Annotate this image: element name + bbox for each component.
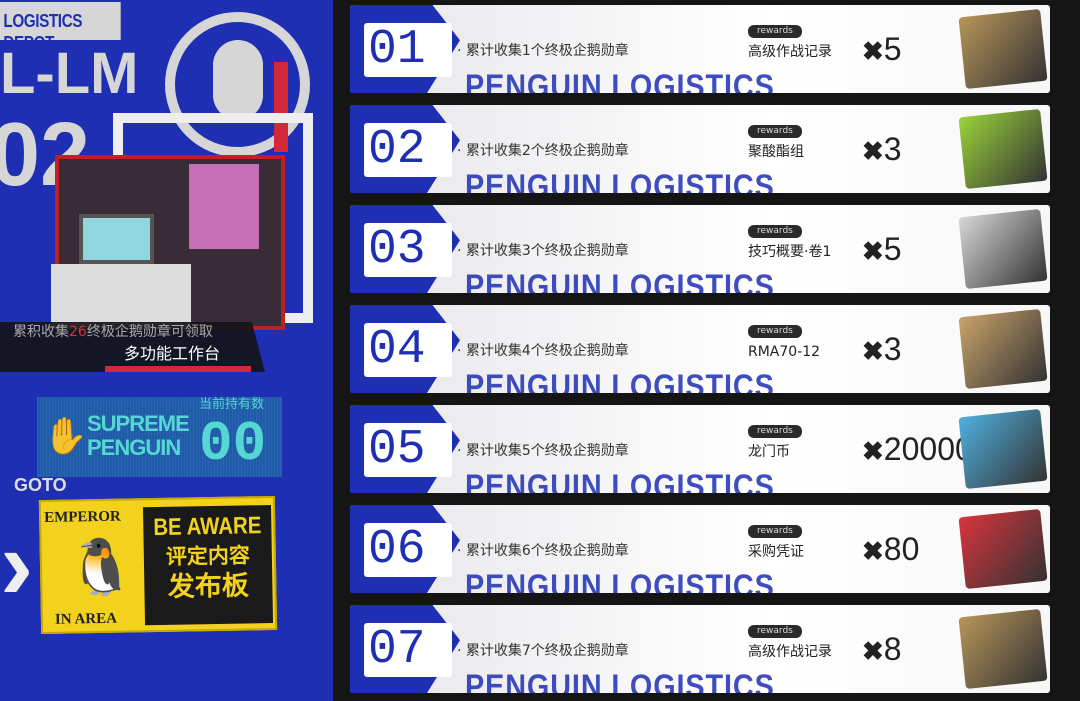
left-panel: LOGISTICS DEPOT L-LM 02 累积收集26终极企鹅勋章可领取 … [0,0,333,701]
sign-be-aware: BE AWARE [153,512,262,542]
rewards-tag: rewards [748,125,802,138]
sign-line2: 发布板 [167,570,250,603]
caption-bg [0,322,265,372]
depot-title: LOGISTICS DEPOT [0,2,121,53]
sign-in-area: IN AREA [54,610,118,628]
tier-condition: · 累计收集1个终极企鹅勋章 [457,43,629,59]
penguin-foot-icon: ✋ [43,416,88,457]
rewards-tag: rewards [748,425,802,438]
multiply-icon: ✖ [862,636,884,666]
reward-item-icon[interactable] [958,508,1048,590]
reward-item-icon[interactable] [958,8,1048,90]
goto-label: GOTO [14,475,67,495]
reward-tier-row[interactable]: 05 PENGUIN LOGISTICS · 累计收集5个终极企鹅勋章 rewa… [350,405,1050,493]
multiply-icon: ✖ [862,336,884,366]
reward-item-icon[interactable] [958,208,1048,290]
workbench-image[interactable] [51,155,285,330]
tier-number: 01 [364,23,452,77]
reward-item-icon[interactable] [958,608,1048,690]
reward-item-icon[interactable] [958,108,1048,190]
logo-text: L-LM [0,41,139,106]
multiply-icon: ✖ [862,436,884,466]
tier-condition: · 累计收集3个终极企鹅勋章 [457,243,629,259]
reward-item-name: RMA70-12 [748,344,821,360]
watermark: PENGUIN LOGISTICS [465,468,775,493]
multiply-icon: ✖ [862,536,884,566]
reward-quantity: ✖3 [862,131,902,167]
tier-number: 02 [364,123,452,177]
reward-tier-row[interactable]: 04 PENGUIN LOGISTICS · 累计收集4个终极企鹅勋章 rewa… [350,305,1050,393]
tier-number: 07 [364,623,452,677]
watermark: PENGUIN LOGISTICS [465,568,775,593]
reward-item-name: 采购凭证 [748,544,804,560]
supreme-penguin-label: SUPREME PENGUIN [87,411,190,460]
tier-condition: · 累计收集2个终极企鹅勋章 [457,143,629,159]
reward-tier-row[interactable]: 01 PENGUIN LOGISTICS · 累计收集1个终极企鹅勋章 rewa… [350,5,1050,93]
collect-count: 26 [69,324,87,340]
held-label: 当前持有数 [199,397,265,412]
tier-number: 06 [364,523,452,577]
watermark: PENGUIN LOGISTICS [465,268,775,293]
reward-quantity: ✖20000 [862,431,973,467]
reward-tier-row[interactable]: 02 PENGUIN LOGISTICS · 累计收集2个终极企鹅勋章 rewa… [350,105,1050,193]
reward-tier-row[interactable]: 03 PENGUIN LOGISTICS · 累计收集3个终极企鹅勋章 rewa… [350,205,1050,293]
review-board-button[interactable]: EMPEROR 🐧 IN AREA BE AWARE 评定内容 发布板 [38,495,278,635]
multiply-icon: ✖ [862,236,884,266]
decor-bar [274,62,288,152]
collect-hint: 累积收集26终极企鹅勋章可领取 [13,324,213,340]
tier-condition: · 累计收集7个终极企鹅勋章 [457,643,629,659]
rewards-tag: rewards [748,25,802,38]
medal-counter-panel: ✋ SUPREME PENGUIN 当前持有数 00 [37,397,282,477]
tier-number: 04 [364,323,452,377]
tier-number: 03 [364,223,452,277]
caption-underline [105,366,251,372]
reward-tier-list[interactable]: 01 PENGUIN LOGISTICS · 累计收集1个终极企鹅勋章 rewa… [345,0,1080,701]
reward-quantity: ✖80 [862,531,920,567]
reward-item-icon[interactable] [958,308,1048,390]
watermark: PENGUIN LOGISTICS [465,68,775,93]
rewards-tag: rewards [748,325,802,338]
reward-item-name: 高级作战记录 [748,44,832,60]
reward-item-icon[interactable] [958,408,1048,490]
reward-quantity: ✖5 [862,231,902,267]
reward-item-name: 技巧概要·卷1 [748,244,832,260]
watermark: PENGUIN LOGISTICS [465,168,775,193]
sign-emperor: EMPEROR [44,508,121,526]
reward-item-name: 高级作战记录 [748,644,832,660]
tier-number: 05 [364,423,452,477]
emperor-penguin-icon: 🐧 [66,534,137,600]
reward-item-name: 龙门币 [748,444,790,460]
penguin-logistics-logo-icon [165,12,310,157]
held-count: 00 [199,412,267,476]
reward-tier-row[interactable]: 07 PENGUIN LOGISTICS · 累计收集7个终极企鹅勋章 rewa… [350,605,1050,693]
reward-tier-row[interactable]: 06 PENGUIN LOGISTICS · 累计收集6个终极企鹅勋章 rewa… [350,505,1050,593]
rewards-tag: rewards [748,525,802,538]
grand-reward-name: 多功能工作台 [124,344,221,363]
reward-item-name: 聚酸酯组 [748,144,804,160]
chevron-right-icon[interactable]: › [0,509,34,621]
tier-condition: · 累计收集6个终极企鹅勋章 [457,543,629,559]
tier-condition: · 累计收集4个终极企鹅勋章 [457,343,629,359]
sign-line1: 评定内容 [165,543,251,569]
rewards-tag: rewards [748,225,802,238]
tier-condition: · 累计收集5个终极企鹅勋章 [457,443,629,459]
watermark: PENGUIN LOGISTICS [465,368,775,393]
rewards-tag: rewards [748,625,802,638]
watermark: PENGUIN LOGISTICS [465,668,775,693]
multiply-icon: ✖ [862,36,884,66]
multiply-icon: ✖ [862,136,884,166]
reward-quantity: ✖5 [862,31,902,67]
reward-quantity: ✖8 [862,631,902,667]
reward-quantity: ✖3 [862,331,902,367]
